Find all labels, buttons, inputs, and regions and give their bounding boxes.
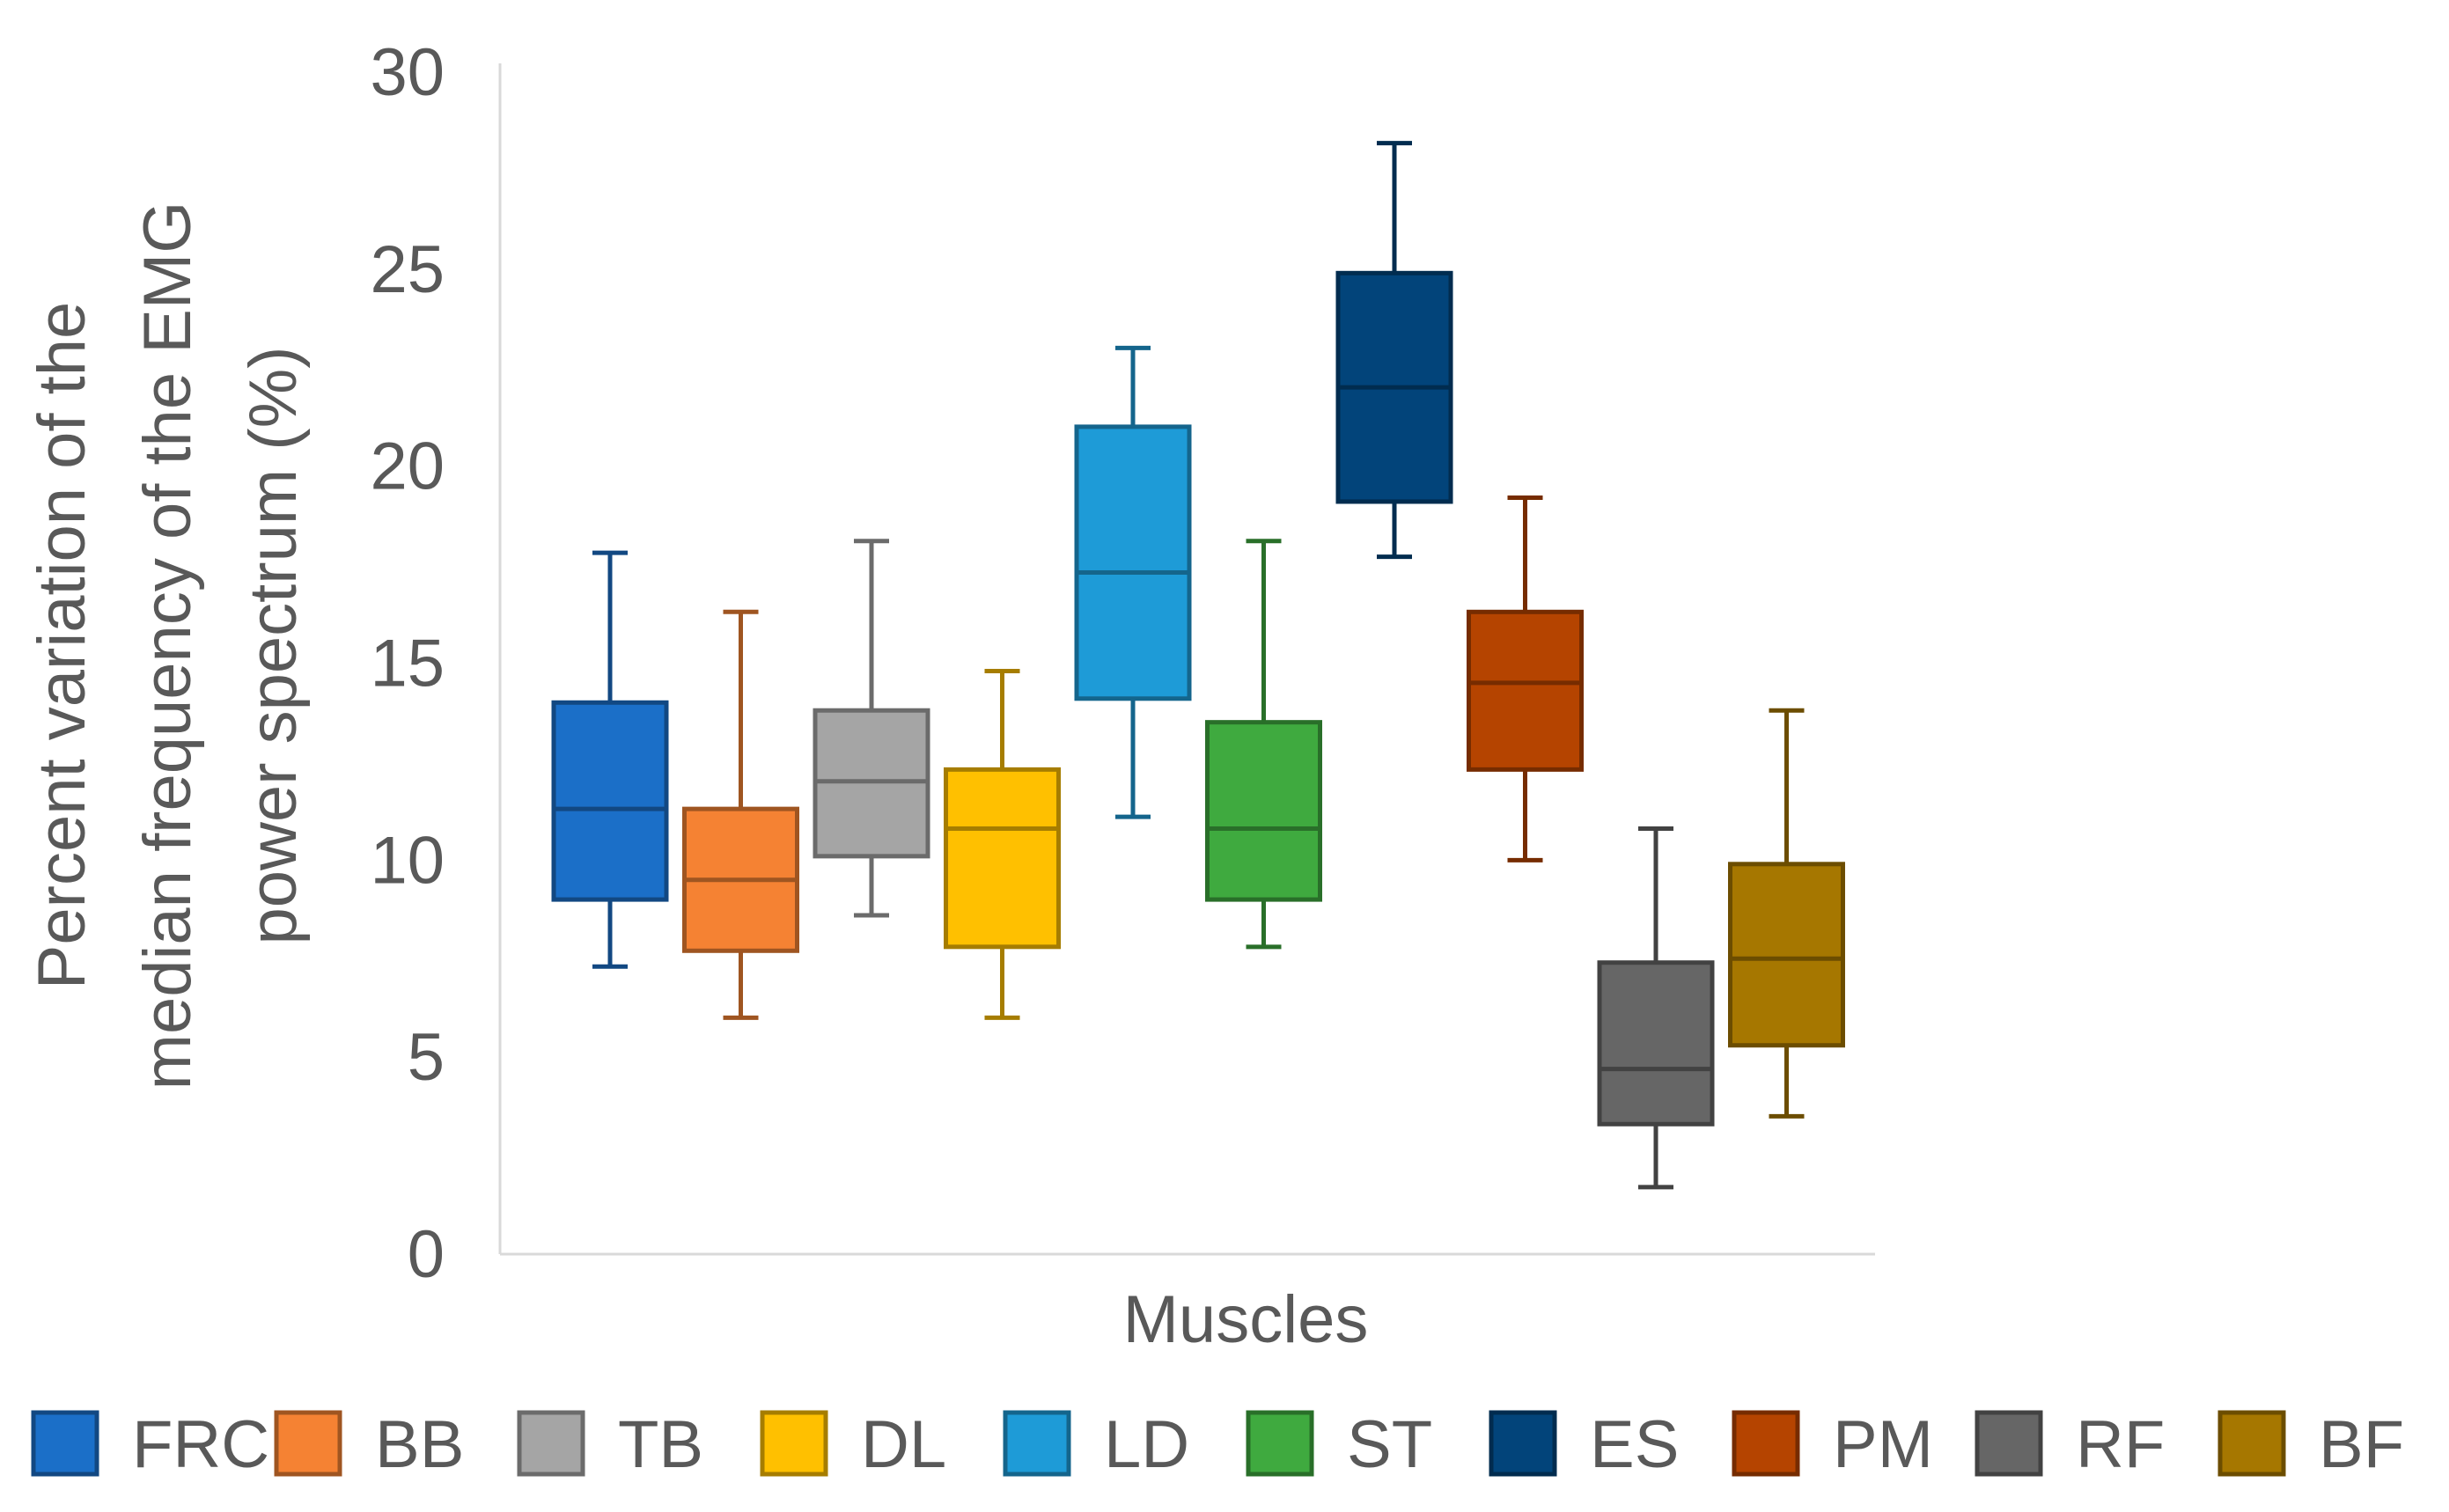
legend-item-rf: RF <box>1975 1407 2165 1482</box>
legend-label: BB <box>375 1407 464 1482</box>
legend-swatch <box>517 1410 585 1477</box>
y-tick-label: 5 <box>408 1020 445 1095</box>
box-frc <box>551 550 669 969</box>
legend-label: BF <box>2319 1407 2404 1482</box>
legend-label: TB <box>618 1407 703 1482</box>
legend-item-bb: BB <box>274 1407 464 1482</box>
y-tick-label: 25 <box>370 232 445 307</box>
axes <box>498 63 1875 1256</box>
x-axis-title: Muscles <box>1123 1282 1369 1357</box>
legend-label: LD <box>1104 1407 1189 1482</box>
legend-label: ST <box>1347 1407 1432 1482</box>
legend-label: PM <box>1833 1407 1933 1482</box>
box-rf <box>1597 826 1715 1190</box>
legend-item-tb: TB <box>517 1407 703 1482</box>
legend-swatch <box>760 1410 828 1477</box>
y-tick-label: 30 <box>370 35 445 110</box>
legend: FRC BB TB DL LD ST ES PM RF BF <box>31 1407 2404 1482</box>
y-axis-title-line: Percent variation of the <box>25 302 99 990</box>
y-tick-label: 15 <box>370 627 445 701</box>
legend-swatch <box>1246 1410 1314 1477</box>
iqr-box <box>1597 960 1715 1127</box>
y-axis-title-line: median frequency of the EMG <box>130 202 205 1090</box>
legend-label: ES <box>1590 1407 1679 1482</box>
box-bf <box>1728 708 1845 1119</box>
box-bb <box>682 609 799 1020</box>
box-pm <box>1467 495 1584 862</box>
box-es <box>1335 141 1453 560</box>
legend-item-st: ST <box>1246 1407 1432 1482</box>
legend-swatch <box>1003 1410 1071 1477</box>
legend-label: DL <box>861 1407 946 1482</box>
y-axis-ticks: 0 5 10 15 20 25 30 <box>370 35 445 1292</box>
iqr-box <box>944 767 1061 950</box>
iqr-box <box>1074 424 1192 701</box>
iqr-box <box>1205 720 1322 902</box>
legend-swatch <box>1489 1410 1557 1477</box>
legend-swatch <box>1732 1410 1800 1477</box>
iqr-box <box>1467 609 1584 772</box>
legend-swatch <box>1975 1410 2043 1477</box>
legend-label: FRC <box>132 1407 269 1482</box>
legend-item-ld: LD <box>1003 1407 1189 1482</box>
y-axis-title: Percent variation of the median frequency… <box>25 202 311 1090</box>
legend-item-pm: PM <box>1732 1407 1933 1482</box>
legend-item-es: ES <box>1489 1407 1679 1482</box>
iqr-box <box>1728 862 1845 1048</box>
legend-swatch <box>2217 1410 2286 1477</box>
legend-label: RF <box>2076 1407 2165 1482</box>
legend-item-dl: DL <box>760 1407 946 1482</box>
boxes <box>551 141 1845 1190</box>
box-tb <box>813 539 930 918</box>
y-axis-title-line: power spectrum (%) <box>236 347 311 945</box>
y-tick-label: 10 <box>370 823 445 898</box>
y-tick-label: 0 <box>408 1217 445 1292</box>
legend-swatch <box>274 1410 342 1477</box>
legend-item-frc: FRC <box>31 1407 269 1482</box>
legend-item-bf: BF <box>2217 1407 2404 1482</box>
box-dl <box>944 668 1061 1020</box>
y-tick-label: 20 <box>370 429 445 504</box>
legend-swatch <box>31 1410 99 1477</box>
box-ld <box>1074 345 1192 819</box>
iqr-box <box>551 700 669 902</box>
box-st <box>1205 539 1322 950</box>
